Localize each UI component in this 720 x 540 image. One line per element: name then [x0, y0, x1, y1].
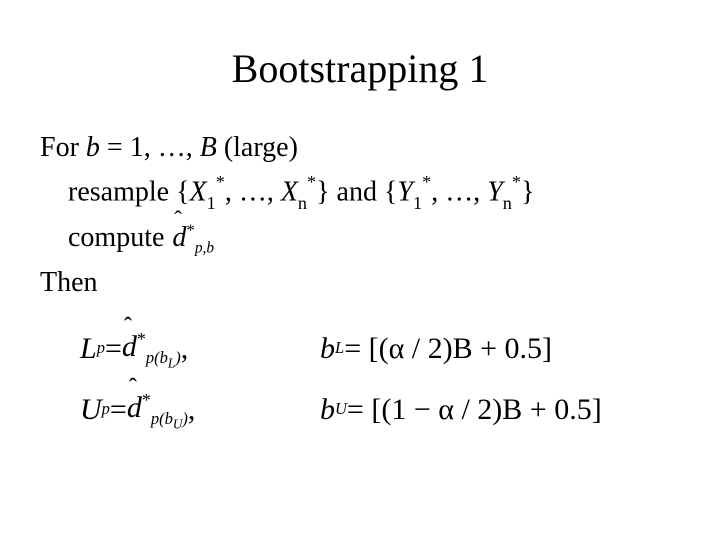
var-bL: b [320, 326, 335, 371]
text-eq1: = 1, …, [100, 132, 200, 163]
var-B: B [200, 132, 217, 163]
formula-Up: Up = ˆd*p(bU), [80, 385, 240, 434]
line-then: Then [40, 262, 680, 304]
eq-U: = [110, 387, 127, 432]
sub-pbU-text: p(b [151, 409, 173, 428]
line-for: For b = 1, …, B (large) [40, 127, 680, 169]
sub-1b: 1 [413, 193, 422, 213]
var-X1: X [190, 176, 207, 207]
text-mid1a: , …, [225, 176, 281, 207]
sup-1b: * [422, 172, 431, 192]
formula-bU: bU = [(1 − α / 2)B + 0.5] [320, 387, 602, 432]
formula-Lp: Lp = ˆd*p(bL), [80, 324, 240, 373]
sub-compute: p,b [195, 240, 214, 257]
sub-pbL: p(bL) [146, 348, 181, 367]
slide-container: Bootstrapping 1 For b = 1, …, B (large) … [0, 0, 720, 540]
sup-nb: * [512, 172, 521, 192]
var-U: U [80, 387, 102, 432]
formula-bL: bL = [(α / 2)B + 0.5] [320, 326, 552, 371]
sup-1a: * [216, 172, 225, 192]
sup-na: * [307, 172, 316, 192]
sub-bU: U [335, 397, 347, 422]
dhat-U: ˆd*p(bU) [127, 385, 188, 434]
formula-row-U: Up = ˆd*p(bU), bU = [(1 − α / 2)B + 0.5] [80, 385, 680, 434]
rhs-U-text: = [(1 − α / 2)B + 0.5] [347, 393, 602, 426]
text-large: (large) [217, 132, 298, 163]
sup-L: * [137, 329, 146, 349]
var-Yn: Y [487, 176, 503, 207]
var-L: L [80, 326, 97, 371]
hat-d-U: ˆd [127, 385, 142, 430]
rhs-L-text: = [(α / 2)B + 0.5] [344, 332, 552, 365]
rhs-L: = [(α / 2)B + 0.5] [344, 326, 552, 371]
sub-bL: L [335, 336, 344, 361]
var-Y1: Y [397, 176, 413, 207]
var-Xn: X [281, 176, 298, 207]
hat-mark-inline: ˆ [174, 203, 182, 237]
comma-L: , [181, 326, 189, 371]
sub-U-inner: U [173, 416, 183, 431]
dhat-inline: ˆ d *p,b [172, 217, 214, 260]
hat-mark-L: ˆ [124, 309, 132, 346]
dhat-L: ˆd*p(bL) [122, 324, 181, 373]
sub-na: n [298, 193, 307, 213]
hat-d-inline: ˆ d [172, 217, 186, 259]
text-mid1b: , …, [431, 176, 487, 207]
text-compute: compute [68, 217, 164, 259]
sub-1a: 1 [207, 193, 216, 213]
slide-title: Bootstrapping 1 [40, 45, 680, 92]
sub-pbU: p(bU) [151, 409, 188, 428]
text-end: } [521, 176, 534, 207]
sub-pbL-text: p(b [146, 348, 168, 367]
rhs-U: = [(1 − α / 2)B + 0.5] [347, 387, 602, 432]
formula-block: Lp = ˆd*p(bL), bL = [(α / 2)B + 0.5] Up … [40, 324, 680, 434]
var-bU: b [320, 387, 335, 432]
slide-content: For b = 1, …, B (large) resample {X1*, …… [40, 127, 680, 434]
text-resample: resample { [68, 176, 190, 207]
line-compute: compute ˆ d *p,b [40, 217, 214, 260]
eq-L: = [105, 326, 122, 371]
sub-Lp: p [97, 336, 105, 361]
hat-mark-U: ˆ [129, 370, 137, 407]
formula-row-L: Lp = ˆd*p(bL), bL = [(α / 2)B + 0.5] [80, 324, 680, 373]
comma-U: , [188, 387, 196, 432]
line-resample: resample {X1*, …, Xn*} and {Y1*, …, Yn*} [40, 171, 680, 215]
sup-compute: * [186, 221, 194, 240]
hat-d-L: ˆd [122, 324, 137, 369]
sub-Up: p [102, 397, 110, 422]
sup-U: * [142, 390, 151, 410]
var-b: b [86, 132, 100, 163]
text-mid2: } and { [316, 176, 397, 207]
text-for: For [40, 132, 86, 163]
sub-nb: n [503, 193, 512, 213]
